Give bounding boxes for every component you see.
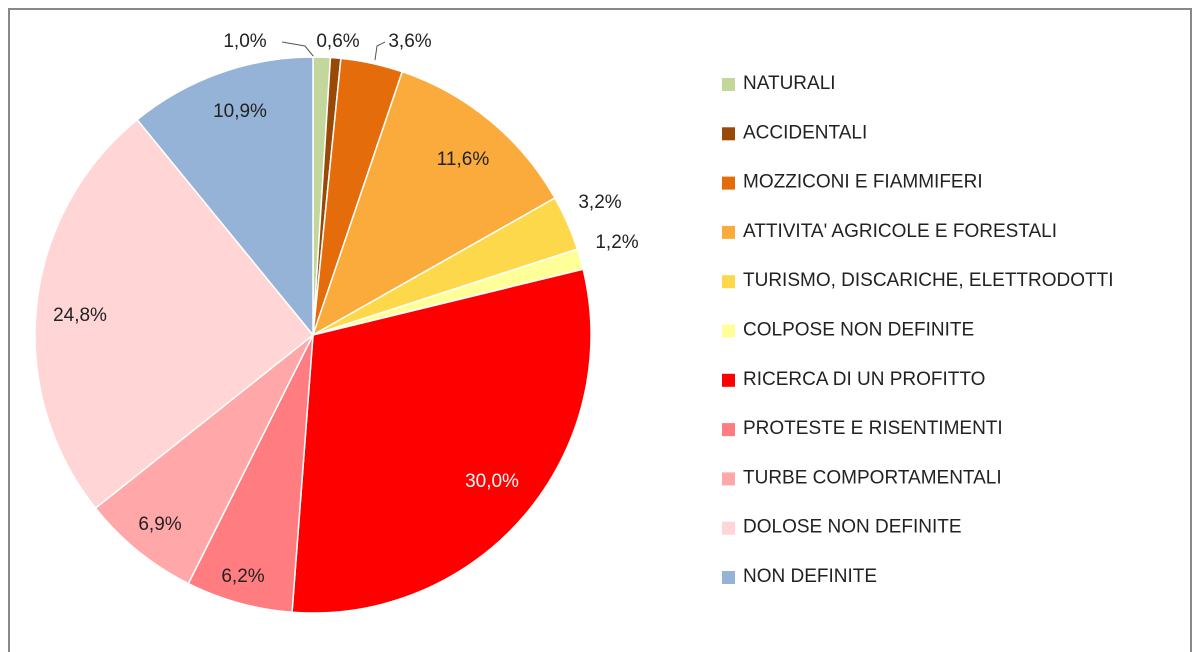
legend-label: PROTESTE E RISENTIMENTI: [743, 418, 1003, 439]
legend-label: COLPOSE NON DEFINITE: [743, 320, 974, 341]
legend-label: DOLOSE NON DEFINITE: [743, 517, 962, 538]
pie-slice: [136, 56, 314, 338]
data-label: 0,6%: [316, 31, 359, 52]
legend-swatch: [722, 472, 735, 486]
legend-label: NON DEFINITE: [743, 566, 877, 587]
legend-swatch: [722, 521, 735, 535]
legend-swatch: [722, 373, 735, 387]
data-label: 24,8%: [53, 305, 107, 326]
legend-swatch: [722, 423, 735, 437]
data-label: 3,2%: [578, 192, 621, 213]
legend-label: TURBE COMPORTAMENTALI: [743, 467, 1002, 488]
legend-swatch: [722, 78, 735, 91]
legend-swatch: [722, 225, 735, 239]
pie-slice: [34, 118, 315, 510]
data-label: 3,6%: [388, 31, 431, 52]
legend-label: ATTIVITA' AGRICOLE E FORESTALI: [743, 221, 1057, 242]
data-label: 1,2%: [595, 232, 638, 253]
legend-label: MOZZICONI E FIAMMIFERI: [743, 172, 983, 193]
pie-slice: [291, 268, 592, 614]
legend-swatch: [722, 324, 735, 338]
data-label: 1,0%: [223, 31, 266, 52]
pie-slice: [94, 334, 314, 585]
legend-label: RICERCA DI UN PROFITTO: [743, 369, 985, 390]
data-label: 11,6%: [437, 149, 490, 170]
legend-swatch: [722, 127, 735, 141]
chart-frame: [8, 8, 1192, 652]
legend-label: NATURALI: [743, 73, 836, 94]
legend-swatch: [722, 176, 735, 190]
data-label: 6,2%: [221, 566, 264, 587]
pie-slice: [311, 70, 556, 337]
leader-line: [374, 41, 386, 61]
legend-label: TURISMO, DISCARICHE, ELETTRODOTTI: [743, 270, 1114, 291]
leader-line: [281, 41, 315, 58]
data-label: 6,9%: [138, 514, 181, 535]
legend-label: ACCIDENTALI: [743, 122, 867, 143]
data-label: 10,9%: [213, 101, 267, 122]
legend-swatch: [722, 275, 735, 289]
data-label: 30,0%: [465, 471, 519, 492]
legend-swatch: [722, 571, 735, 584]
